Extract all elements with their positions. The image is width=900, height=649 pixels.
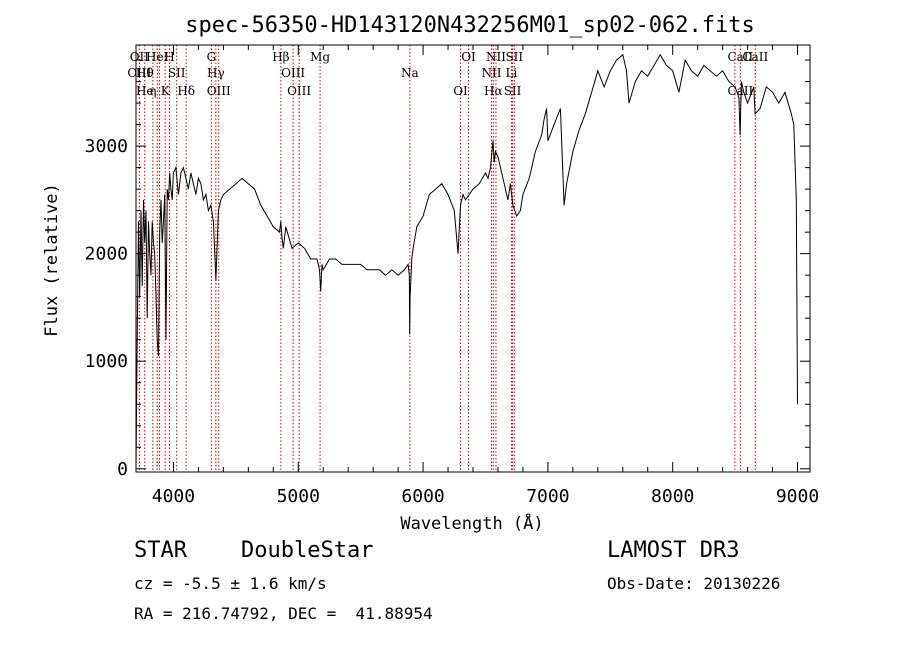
object-subclass: DoubleStar — [241, 538, 374, 563]
y-tick-label: 1000 — [85, 351, 128, 372]
plot-frame — [135, 44, 811, 473]
spectral-line-markers — [138, 45, 756, 472]
line-label: Hδ — [177, 84, 195, 98]
line-label: OII — [130, 50, 150, 64]
survey-name: LAMOST DR3 — [607, 538, 740, 563]
y-tick-label: 0 — [117, 459, 128, 480]
line-label: H — [164, 50, 174, 64]
line-label: η — [149, 84, 156, 98]
y-tick-label: 3000 — [85, 136, 128, 157]
line-label: OI — [453, 84, 468, 98]
line-label: Li — [506, 66, 518, 80]
redshift-cz: cz = -5.5 ± 1.6 km/s — [134, 574, 327, 593]
line-label: SII — [505, 50, 523, 64]
line-label: G — [207, 50, 217, 64]
x-axis-label: Wavelength (Å) — [400, 512, 543, 534]
line-label: OI — [461, 50, 476, 64]
line-label: OIII — [207, 84, 231, 98]
ra-dec: RA = 216.74792, DEC = 41.88954 — [134, 604, 433, 623]
y-tick-label: 2000 — [85, 244, 128, 265]
line-label: CaII — [742, 50, 768, 64]
x-tick-label: 6000 — [401, 486, 444, 507]
line-label: K — [161, 84, 171, 98]
line-label: Hβ — [272, 50, 289, 64]
line-label: OIII — [127, 66, 151, 80]
line-label: Hα — [484, 84, 503, 98]
observation-date: Obs-Date: 20130226 — [607, 574, 781, 593]
line-label: CaII — [727, 50, 753, 64]
line-label: OIII — [281, 66, 305, 80]
line-label: SII — [504, 84, 522, 98]
x-tick-label: 4000 — [152, 486, 195, 507]
x-axis-ticks: 4000 5000 6000 7000 8000 9000 — [152, 45, 819, 507]
x-tick-label: 5000 — [277, 486, 320, 507]
spectral-line-labels: OIIOIIIHθHeηHeIKHSIIHδGHγOIIIHβOIIIOIIIM… — [127, 50, 768, 98]
line-label: OIII — [287, 84, 311, 98]
chart-title: spec-56350-HD143120N432256M01_sp02-062.f… — [185, 13, 755, 38]
line-label: Hθ — [136, 66, 154, 80]
y-axis-label: Flux (relative) — [42, 183, 62, 337]
line-label: He — [136, 84, 154, 98]
x-tick-label: 9000 — [776, 486, 819, 507]
line-label: HeI — [146, 50, 169, 64]
object-class: STAR — [134, 538, 187, 563]
line-label: Na — [401, 66, 419, 80]
line-label: NII — [486, 50, 506, 64]
spectrum-line — [135, 53, 798, 469]
x-tick-label: 8000 — [651, 486, 694, 507]
line-label: NII — [481, 66, 501, 80]
line-label: Mg — [310, 50, 330, 64]
line-label: Hγ — [207, 66, 225, 80]
line-label: CaII — [727, 84, 753, 98]
y-axis-ticks: 0 1000 2000 3000 — [85, 59, 810, 480]
x-tick-label: 7000 — [526, 486, 569, 507]
line-label: SII — [168, 66, 186, 80]
